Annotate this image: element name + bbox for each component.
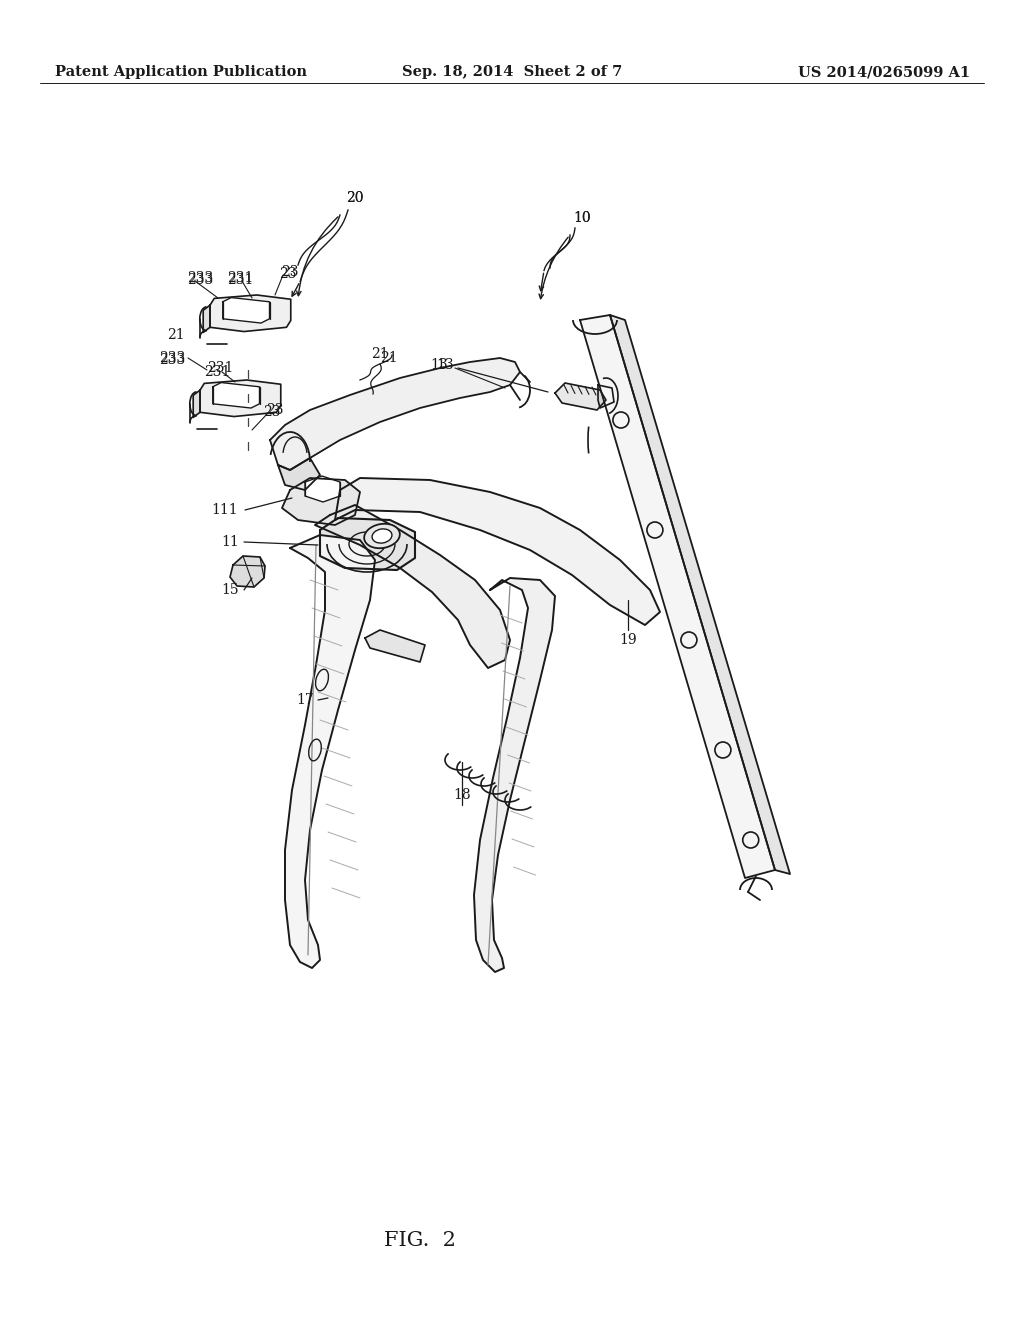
Text: 18: 18 <box>454 788 471 803</box>
Polygon shape <box>210 294 291 331</box>
Text: 231: 231 <box>204 366 230 379</box>
Text: 15: 15 <box>221 583 239 597</box>
Text: 23: 23 <box>266 403 284 417</box>
Text: 20: 20 <box>346 191 364 205</box>
Polygon shape <box>319 517 415 570</box>
Polygon shape <box>270 358 520 470</box>
Text: 111: 111 <box>212 503 239 517</box>
Text: 233: 233 <box>159 352 185 367</box>
Text: 21: 21 <box>380 351 398 366</box>
Text: 11: 11 <box>221 535 239 549</box>
Polygon shape <box>315 506 510 668</box>
Polygon shape <box>474 578 555 972</box>
Polygon shape <box>598 385 614 408</box>
Text: 231: 231 <box>207 360 233 375</box>
Text: 21: 21 <box>371 347 389 360</box>
Polygon shape <box>580 315 775 878</box>
Text: 233: 233 <box>159 351 185 366</box>
Text: FIG.  2: FIG. 2 <box>384 1230 456 1250</box>
Text: 10: 10 <box>573 211 591 224</box>
Polygon shape <box>223 297 269 323</box>
Text: 231: 231 <box>226 271 253 285</box>
Polygon shape <box>282 478 360 525</box>
Ellipse shape <box>372 529 392 543</box>
Polygon shape <box>203 305 210 333</box>
Polygon shape <box>335 478 660 624</box>
Ellipse shape <box>365 524 399 548</box>
Polygon shape <box>278 458 319 490</box>
Text: 23: 23 <box>263 405 281 418</box>
Text: 13: 13 <box>430 358 449 372</box>
Text: 233: 233 <box>186 273 213 286</box>
Text: 13: 13 <box>436 358 454 372</box>
Text: 21: 21 <box>167 327 185 342</box>
Text: 233: 233 <box>186 271 213 285</box>
Text: 20: 20 <box>346 191 364 205</box>
Text: 10: 10 <box>573 211 591 224</box>
Polygon shape <box>200 380 281 417</box>
Text: 23: 23 <box>280 267 297 281</box>
Polygon shape <box>194 391 200 417</box>
Polygon shape <box>285 535 375 968</box>
Text: Patent Application Publication: Patent Application Publication <box>55 65 307 79</box>
Text: 17: 17 <box>296 693 314 708</box>
Polygon shape <box>365 630 425 663</box>
Polygon shape <box>555 383 606 411</box>
Text: 23: 23 <box>282 265 299 279</box>
Polygon shape <box>305 477 340 502</box>
Text: 19: 19 <box>620 634 637 647</box>
Polygon shape <box>610 315 790 874</box>
Text: US 2014/0265099 A1: US 2014/0265099 A1 <box>798 65 970 79</box>
Polygon shape <box>230 556 265 587</box>
Polygon shape <box>213 383 259 408</box>
Text: 231: 231 <box>226 273 253 286</box>
Text: Sep. 18, 2014  Sheet 2 of 7: Sep. 18, 2014 Sheet 2 of 7 <box>401 65 623 79</box>
